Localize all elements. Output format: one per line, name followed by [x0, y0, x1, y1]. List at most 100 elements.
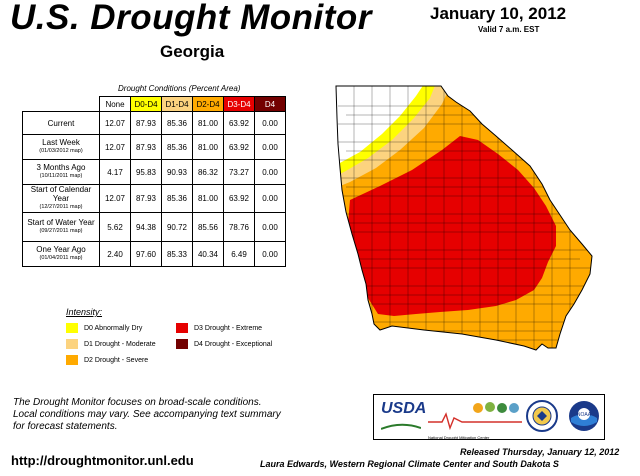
release-date: Released Thursday, January 12, 2012	[460, 447, 620, 457]
noaa-logo-text: NOAA	[577, 412, 592, 418]
table-row: One Year Ago (01/04/2011 map) 2.40 97.60 85.…	[22, 241, 286, 267]
legend-item-d0: D0 Abnormally Dry	[66, 323, 142, 335]
table-row: Last Week (01/03/2012 map) 12.07 87.93 85.36…	[22, 134, 286, 160]
table-cell: 0.00	[254, 212, 286, 242]
table-row: Start of Calendar Year (12/27/2011 map) 12…	[22, 184, 286, 213]
row-label-text: Current	[47, 118, 75, 128]
legend-item-d4: D4 Drought - Exceptional	[176, 339, 272, 351]
noaa-logo-icon: NOAA	[569, 401, 599, 431]
table-row: 3 Months Ago (10/11/2011 map) 4.17 95.83 90.…	[22, 159, 286, 185]
legend-label: D4 Drought - Exceptional	[194, 341, 273, 348]
table-header-row: None D0-D4 D1-D4 D2-D4 D3-D4 D4	[23, 96, 286, 112]
table-cell: 81.00	[192, 134, 224, 160]
website-link[interactable]: http://droughtmonitor.unl.edu	[11, 453, 194, 468]
legend-swatch	[66, 355, 78, 366]
row-label-text: Start of Calendar Year	[30, 185, 92, 203]
table-cell: 85.36	[161, 134, 193, 160]
legend-item-d2: D2 Drought - Severe	[66, 355, 148, 367]
table-cell: 12.07	[99, 184, 131, 213]
row-label-text: Start of Water Year	[27, 218, 95, 227]
row-label: Start of Calendar Year (12/27/2011 map)	[22, 184, 100, 213]
legend-item-d1: D1 Drought - Moderate	[66, 339, 156, 351]
table-cell: 63.92	[223, 184, 255, 213]
column-header: D3-D4	[223, 96, 255, 112]
table-cell: 90.93	[161, 159, 193, 185]
row-label-sub: (09/27/2011 map)	[39, 228, 83, 234]
county-boundaries	[338, 86, 592, 350]
table-cell: 81.00	[192, 111, 224, 135]
row-label-sub: (12/27/2011 map)	[39, 204, 83, 210]
table-cell: 73.27	[223, 159, 255, 185]
table-row: Current 12.07 87.93 85.36 81.00 63.92 0.00	[22, 111, 286, 135]
table-cell: 0.00	[254, 111, 286, 135]
legend-label: D0 Abnormally Dry	[84, 325, 143, 332]
drought-conditions-table: None D0-D4 D1-D4 D2-D4 D3-D4 D4 Current 1…	[22, 96, 286, 267]
column-header: D2-D4	[192, 96, 224, 112]
table-caption: Drought Conditions (Percent Area)	[118, 84, 241, 93]
ndmc-logo: National Drought Mitigation Center	[428, 400, 522, 440]
table-row: Start of Water Year (09/27/2011 map) 5.62 9…	[22, 212, 286, 242]
table-cell: 12.07	[99, 134, 131, 160]
row-label-text: 3 Months Ago	[36, 163, 86, 172]
table-cell: 87.93	[130, 111, 162, 135]
table-cell: 0.00	[254, 134, 286, 160]
legend-label: D3 Drought - Extreme	[194, 325, 263, 332]
table-cell: 40.34	[192, 241, 224, 267]
row-label-text: One Year Ago	[36, 245, 86, 254]
disclaimer-line: for forecast statements.	[13, 421, 118, 432]
row-label: Start of Water Year (09/27/2011 map)	[22, 212, 100, 242]
table-cell: 0.00	[254, 241, 286, 267]
table-cell: 86.32	[192, 159, 224, 185]
disclaimer: The Drought Monitor focuses on broad-sca…	[13, 397, 343, 433]
table-cell: 63.92	[223, 134, 255, 160]
table-cell: 85.33	[161, 241, 193, 267]
table-cell: 0.00	[254, 184, 286, 213]
table-cell: 81.00	[192, 184, 224, 213]
table-cell: 6.49	[223, 241, 255, 267]
column-header: D1-D4	[161, 96, 193, 112]
legend-label: D2 Drought - Severe	[84, 357, 149, 364]
georgia-drought-map	[335, 85, 593, 351]
department-of-commerce-seal-icon	[526, 400, 558, 432]
column-header: D4	[254, 96, 286, 112]
table-cell: 2.40	[99, 241, 131, 267]
table-cell: 63.92	[223, 111, 255, 135]
row-label-sub: (01/03/2012 map)	[39, 148, 83, 154]
usda-logo: USDA	[380, 400, 427, 436]
table-cell: 90.72	[161, 212, 193, 242]
usda-logo-text: USDA	[381, 400, 427, 417]
author-credit: Laura Edwards, Western Regional Climate …	[260, 459, 559, 469]
row-label: One Year Ago (01/04/2011 map)	[22, 241, 100, 267]
row-label: 3 Months Ago (10/11/2011 map)	[22, 159, 100, 185]
table-cell: 4.17	[99, 159, 131, 185]
table-cell: 85.56	[192, 212, 224, 242]
table-cell: 5.62	[99, 212, 131, 242]
table-cell: 95.83	[130, 159, 162, 185]
table-cell: 85.36	[161, 111, 193, 135]
map-title: U.S. Drought Monitor	[10, 0, 372, 37]
state-name: Georgia	[160, 42, 225, 61]
row-label-text: Last Week	[42, 138, 80, 147]
row-label: Current	[22, 111, 100, 135]
ndmc-logo-text: National Drought Mitigation Center	[428, 435, 490, 440]
table-corner	[23, 97, 100, 112]
legend-swatch	[66, 339, 78, 350]
column-header: None	[99, 96, 131, 112]
legend-item-d3: D3 Drought - Extreme	[176, 323, 262, 335]
disclaimer-line: The Drought Monitor focuses on broad-sca…	[13, 397, 262, 408]
legend-title: Intensity:	[66, 307, 103, 317]
legend-label: D1 Drought - Moderate	[84, 341, 156, 348]
row-label-sub: (01/04/2011 map)	[39, 255, 83, 261]
usda-swoosh-icon	[380, 423, 422, 430]
legend-swatch	[176, 323, 188, 334]
map-date: January 10, 2012	[430, 4, 567, 23]
table-cell: 0.00	[254, 159, 286, 185]
logo-panel	[373, 394, 605, 440]
legend-swatch	[66, 323, 78, 334]
table-cell: 78.76	[223, 212, 255, 242]
row-label: Last Week (01/03/2012 map)	[22, 134, 100, 160]
valid-time: Valid 7 a.m. EST	[478, 25, 540, 34]
row-label-sub: (10/11/2011 map)	[39, 173, 83, 179]
d3-region	[348, 136, 556, 316]
table-cell: 94.38	[130, 212, 162, 242]
